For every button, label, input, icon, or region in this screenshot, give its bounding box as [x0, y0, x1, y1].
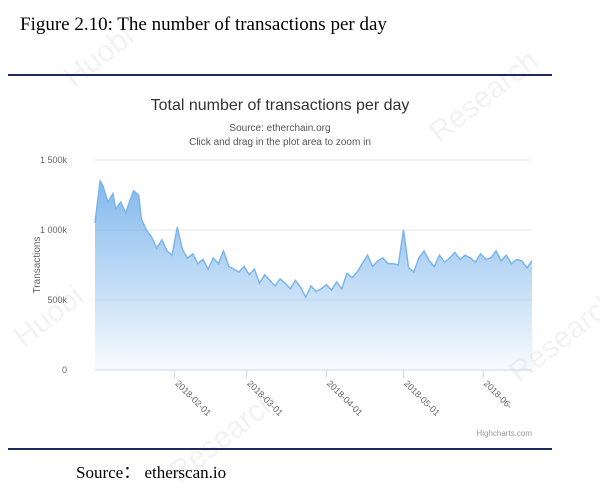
- x-tick-label: 2018-03-01: [245, 378, 285, 418]
- x-tick-label: 2018-06-: [482, 378, 515, 411]
- y-axis-ticks: 0 500k 1 000k 1 500k: [40, 155, 68, 375]
- chart-title: Total number of transactions per day: [151, 97, 410, 114]
- y-tick-label: 0: [62, 365, 67, 375]
- chart-subtitle-source: Source: etherchain.org: [229, 123, 330, 134]
- y-axis-title: Transactions: [32, 237, 43, 294]
- transactions-chart[interactable]: Total number of transactions per day Sou…: [0, 0, 600, 450]
- y-tick-label: 1 000k: [40, 225, 68, 235]
- series-area: [95, 181, 532, 370]
- y-tick-label: 1 500k: [40, 155, 68, 165]
- x-tick-label: 2018-04-01: [325, 378, 365, 418]
- series-line: [94, 178, 533, 299]
- figure-caption: Figure 2.10: The number of transactions …: [20, 14, 387, 35]
- x-tick-label: 2018-05-01: [402, 378, 442, 418]
- x-tick-label: 2018-02-01: [173, 378, 213, 418]
- y-tick-label: 500k: [47, 295, 67, 305]
- chart-credits[interactable]: Highcharts.com: [476, 429, 532, 438]
- chart-subtitle-hint: Click and drag in the plot area to zoom …: [189, 137, 371, 148]
- figure-source: Source： etherscan.io: [76, 463, 227, 482]
- bottom-rule: [8, 448, 552, 450]
- top-rule: [8, 74, 552, 76]
- x-axis-ticks: 2018-02-01 2018-03-01 2018-04-01 2018-05-01…: [95, 369, 532, 418]
